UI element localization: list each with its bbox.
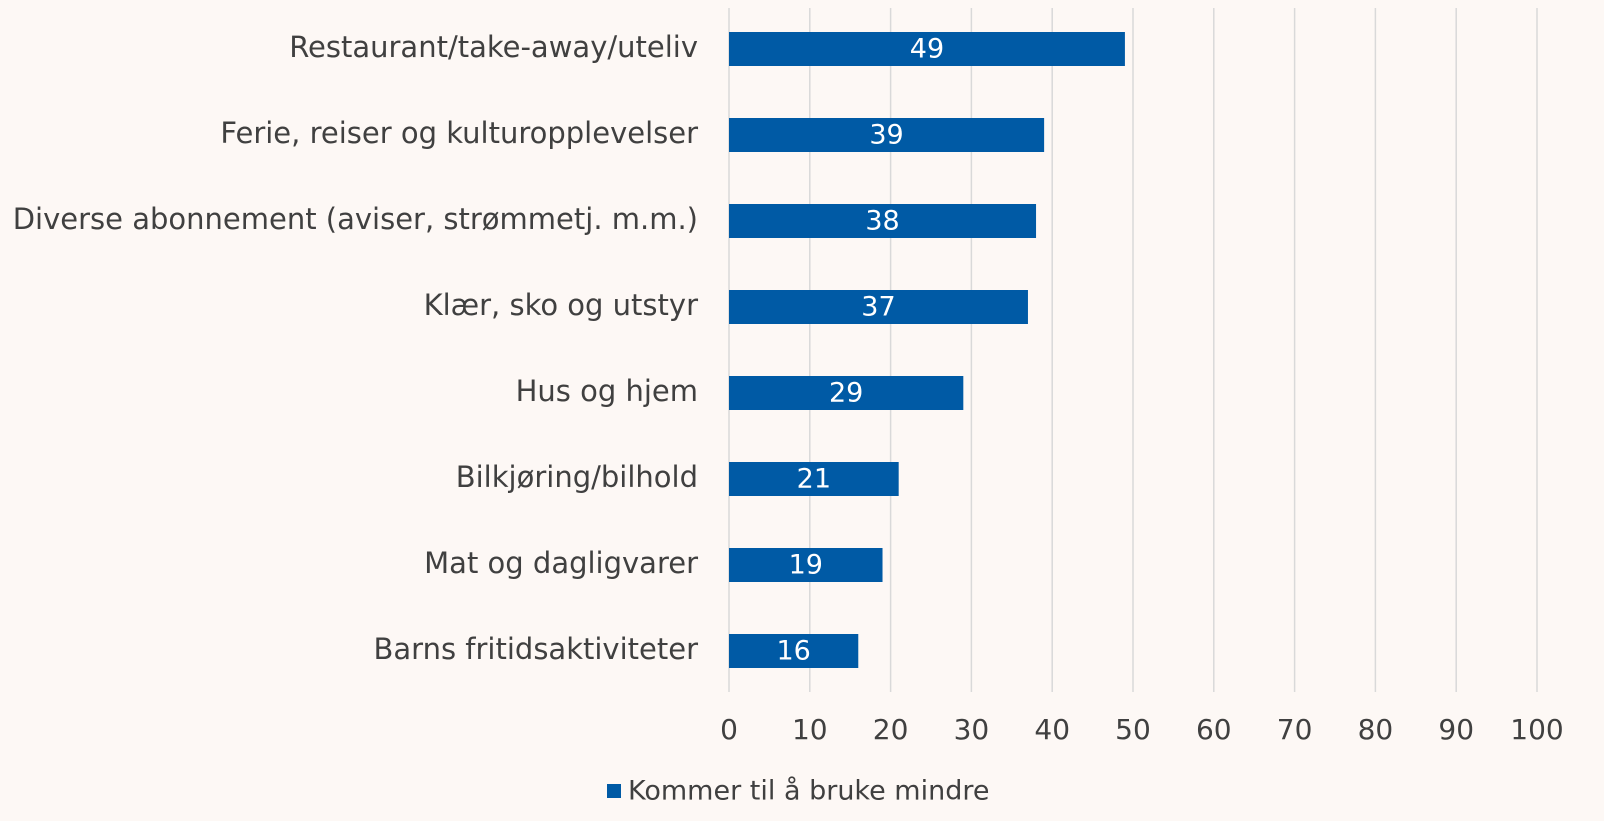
data-label: 16 [776,636,810,667]
data-label: 19 [789,550,823,581]
y-tick-label: Barns fritidsaktiviteter [374,632,699,666]
bar [729,376,964,410]
y-tick-label: Restaurant/take-away/uteliv [289,30,698,64]
data-label: 29 [829,378,863,409]
x-tick-label: 80 [1358,713,1394,746]
bar [729,118,1045,152]
x-tick-label: 60 [1196,713,1232,746]
data-label: 21 [797,464,831,495]
x-tick-label: 30 [954,713,990,746]
x-tick-label: 20 [873,713,909,746]
bar [729,32,1125,66]
x-tick-label: 0 [720,713,738,746]
y-tick-label: Bilkjøring/bilhold [456,460,698,494]
y-tick-label: Mat og dagligvarer [424,546,698,580]
legend-swatch [607,784,621,798]
data-label: 39 [869,120,903,151]
x-tick-label: 70 [1277,713,1313,746]
bar [729,634,859,668]
legend-label: Kommer til å bruke mindre [628,776,989,807]
bar [729,204,1037,238]
data-label: 38 [865,206,899,237]
x-tick-label: 90 [1438,713,1474,746]
y-tick-label: Ferie, reiser og kulturopplevelser [220,116,698,150]
bar [729,290,1028,324]
y-tick-label: Hus og hjem [516,374,698,408]
bar [729,462,899,496]
x-tick-label: 40 [1034,713,1070,746]
bar [729,548,883,582]
y-tick-label: Diverse abonnement (aviser, strømmetj. m… [13,202,698,236]
x-tick-label: 100 [1510,713,1563,746]
x-tick-label: 50 [1115,713,1151,746]
x-tick-label: 10 [792,713,828,746]
y-tick-label: Klær, sko og utstyr [424,288,699,322]
data-label: 49 [910,34,944,65]
data-label: 37 [861,292,895,323]
